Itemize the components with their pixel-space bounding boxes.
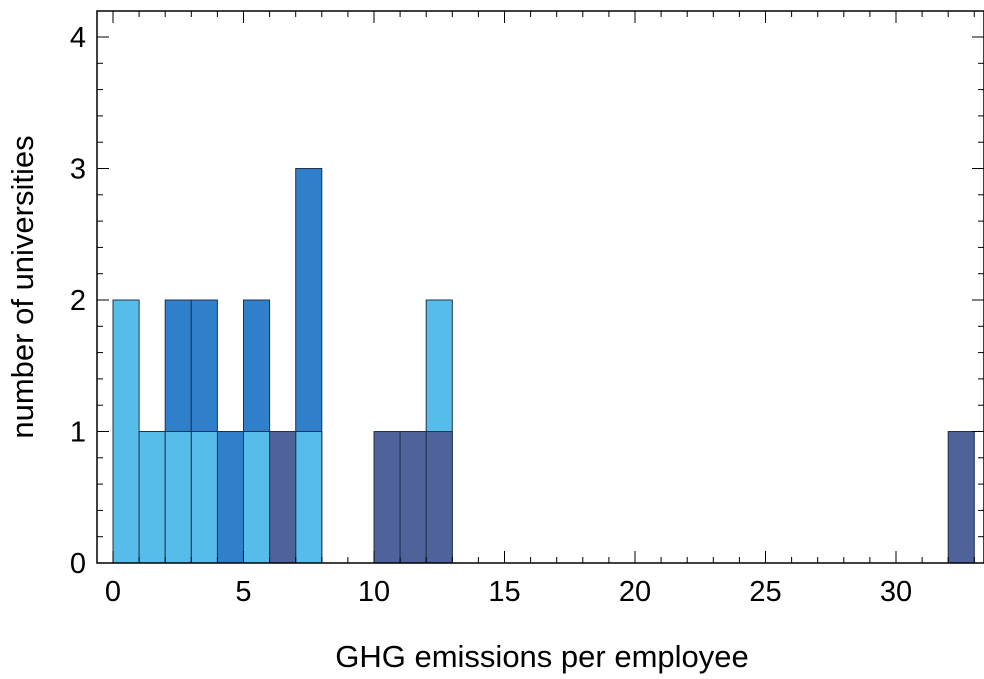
x-tick-label: 10 [358, 576, 390, 608]
histogram-bar [399, 431, 427, 564]
y-tick-label: 4 [70, 22, 86, 54]
x-tick-label: 25 [749, 576, 781, 608]
histogram-bar [269, 431, 297, 564]
histogram-bar [190, 431, 218, 564]
y-axis-title: number of universities [5, 135, 40, 438]
y-tick-label: 2 [70, 285, 86, 317]
axes-layer [96, 10, 984, 564]
histogram-bar [373, 431, 401, 564]
tick-labels-layer: 0 5 10 15 20 25 30 0 1 2 3 4 [70, 22, 912, 608]
histogram-bar [138, 431, 166, 564]
x-tick-label: 0 [105, 576, 121, 608]
y-tick-label: 1 [70, 417, 86, 449]
x-tick-label: 5 [235, 576, 251, 608]
x-axis-title: GHG emissions per employee [335, 639, 749, 674]
x-tick-label: 15 [488, 576, 520, 608]
histogram-bar [216, 431, 244, 564]
histogram-bar [164, 431, 192, 564]
histogram-bar [425, 431, 453, 564]
bars-layer [112, 168, 975, 564]
histogram-bar [112, 299, 140, 564]
histogram-bar [243, 431, 271, 564]
x-tick-label: 30 [880, 576, 912, 608]
y-tick-label: 3 [70, 154, 86, 186]
histogram-bar [947, 431, 975, 564]
plot-frame [96, 10, 984, 564]
histogram-bar [295, 431, 323, 564]
y-tick-label: 0 [70, 548, 86, 580]
x-tick-label: 20 [619, 576, 651, 608]
